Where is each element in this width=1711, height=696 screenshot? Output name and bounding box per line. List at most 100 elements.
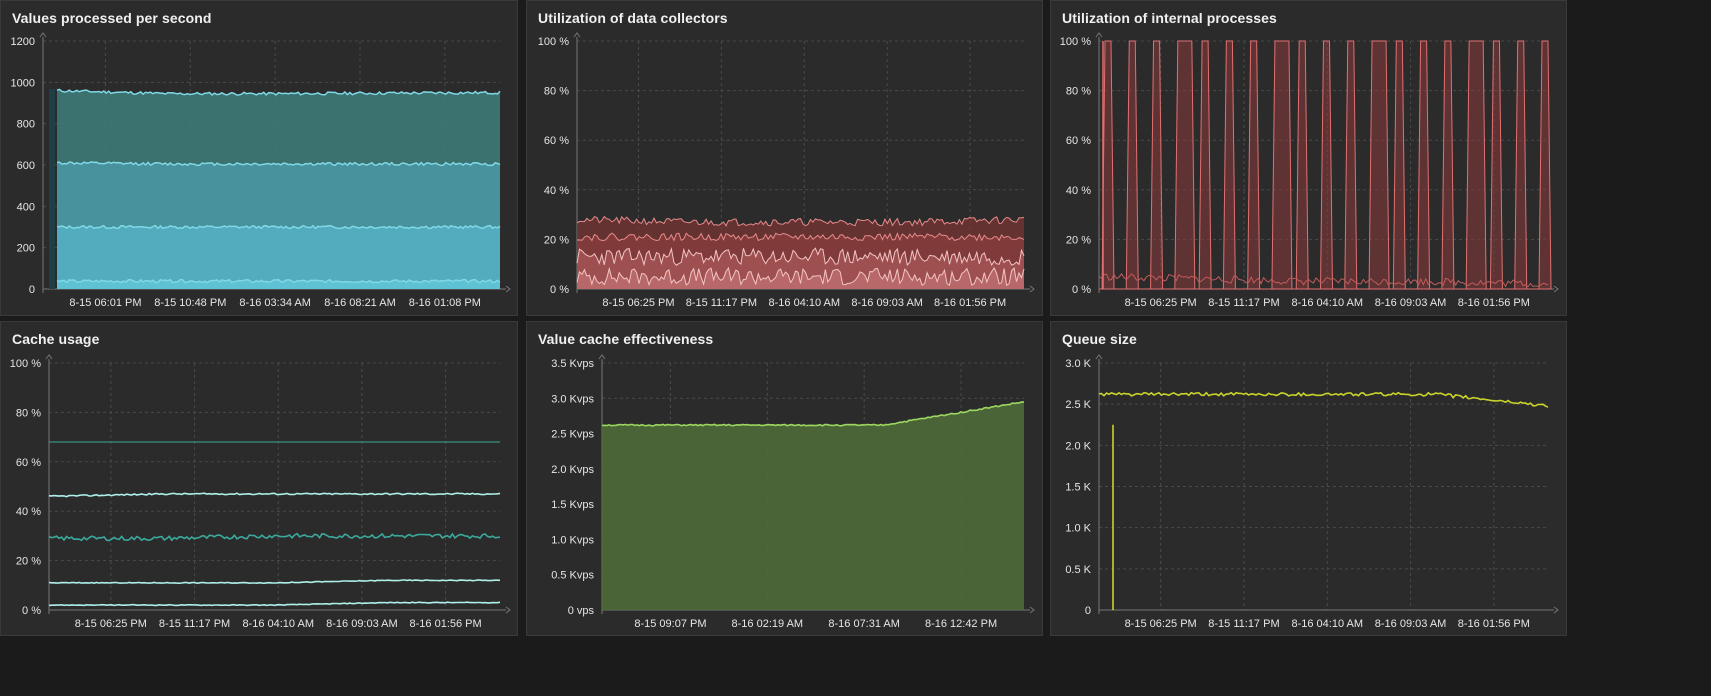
y-tick-label: 80 % xyxy=(544,86,569,98)
series-line xyxy=(576,232,1025,242)
x-axis-arrow xyxy=(1553,606,1559,614)
y-tick-label: 2.5 Kvps xyxy=(551,429,594,441)
x-tick-label: 8-16 09:03 AM xyxy=(326,618,398,630)
y-tick-label: 60 % xyxy=(544,135,569,147)
series-line xyxy=(1099,40,1552,290)
y-tick-label: 3.0 K xyxy=(1065,358,1091,370)
x-tick-label: 8-15 06:01 PM xyxy=(69,297,141,309)
series-line xyxy=(48,579,501,585)
y-tick-label: 100 % xyxy=(1060,36,1091,48)
y-axis-arrow xyxy=(1095,32,1103,38)
series-line xyxy=(1098,272,1549,288)
chart-values-processed[interactable]: 0 200 400 600 800 1000 1200 8-15 06:01 PM 8-15 1… xyxy=(1,1,518,316)
x-tick-label: 8-16 09:03 AM xyxy=(1375,297,1447,309)
x-axis-arrow xyxy=(1553,285,1559,293)
x-tick-label: 8-15 06:25 PM xyxy=(602,297,674,309)
panel-queue-size: Queue size 0 0.5 K 1.0 K 1.5 K 2.0 K 2.5 K 3.0… xyxy=(1050,321,1567,636)
y-tick-label: 800 xyxy=(17,119,35,131)
y-tick-label: 60 % xyxy=(1066,135,1091,147)
y-tick-label: 80 % xyxy=(16,407,41,419)
y-tick-label: 1000 xyxy=(11,77,35,89)
series-area xyxy=(577,248,1024,289)
chart-value-cache[interactable]: 0 vps 0.5 Kvps 1.0 Kvps 1.5 Kvps 2.0 Kvps 2.5… xyxy=(527,322,1043,636)
y-tick-label: 100 % xyxy=(538,36,569,48)
series-area xyxy=(602,401,1024,610)
panel-title: Queue size xyxy=(1062,331,1137,347)
series-line xyxy=(1098,391,1549,408)
chart-cache-usage[interactable]: 0 % 20 % 40 % 60 % 80 % 100 % 8-15 06:25 PM 8-1… xyxy=(1,322,518,636)
chart-queue-size[interactable]: 0 0.5 K 1.0 K 1.5 K 2.0 K 2.5 K 3.0 K 8-15 06:2… xyxy=(1051,322,1567,636)
x-tick-label: 8-16 04:10 AM xyxy=(1291,297,1363,309)
panel-cache-usage: Cache usage 0 % 20 % 40 % 60 % 80 % 100 % 8-15… xyxy=(0,321,518,636)
y-tick-label: 0 % xyxy=(550,284,569,296)
x-tick-label: 8-16 02:19 AM xyxy=(732,618,804,630)
x-tick-label: 8-16 04:10 AM xyxy=(1291,618,1363,630)
panel-value-cache: Value cache effectiveness 0 vps 0.5 Kvps 1… xyxy=(526,321,1043,636)
x-axis-arrow xyxy=(505,606,511,614)
y-tick-label: 40 % xyxy=(16,506,41,518)
y-tick-label: 0 % xyxy=(1072,284,1091,296)
series-area xyxy=(57,225,500,289)
panel-internal-processes: Utilization of internal processes 0 % 20 … xyxy=(1050,0,1567,316)
x-tick-label: 8-15 11:17 PM xyxy=(1208,297,1279,309)
x-tick-label: 8-15 11:17 PM xyxy=(686,297,757,309)
series-line xyxy=(576,266,1025,287)
x-tick-label: 8-15 11:17 PM xyxy=(159,618,230,630)
y-axis-arrow xyxy=(573,32,581,38)
x-tick-label: 8-16 09:03 AM xyxy=(851,297,923,309)
series-line xyxy=(601,401,1025,427)
panel-values-processed: Values processed per second 0 200 400 600 80… xyxy=(0,0,518,316)
y-axis-arrow xyxy=(1095,354,1103,360)
x-tick-label: 8-16 09:03 AM xyxy=(1375,618,1447,630)
x-axis-arrow xyxy=(1029,285,1035,293)
y-tick-label: 3.0 Kvps xyxy=(551,393,594,405)
series-line xyxy=(56,278,501,284)
x-tick-label: 8-16 01:56 PM xyxy=(934,297,1006,309)
x-axis-arrow xyxy=(505,285,511,293)
chart-data-collectors[interactable]: 0 % 20 % 40 % 60 % 80 % 100 % 8-15 06:25 PM 8-1… xyxy=(527,1,1043,316)
chart-internal-processes[interactable]: 0 % 20 % 40 % 60 % 80 % 100 % 8-15 06:25 PM 8-1… xyxy=(1051,1,1567,316)
y-tick-label: 0 vps xyxy=(568,605,595,617)
y-tick-label: 400 xyxy=(17,201,35,213)
y-tick-label: 1200 xyxy=(11,36,35,48)
series-area xyxy=(577,268,1024,289)
y-tick-label: 0 xyxy=(1085,605,1091,617)
y-tick-label: 0 % xyxy=(22,605,41,617)
x-tick-label: 8-16 07:31 AM xyxy=(828,618,900,630)
series-line xyxy=(48,532,501,542)
y-tick-label: 20 % xyxy=(544,234,569,246)
y-tick-label: 1.5 Kvps xyxy=(551,499,594,511)
x-tick-label: 8-15 10:48 PM xyxy=(154,297,226,309)
series-line xyxy=(48,601,501,607)
series-line xyxy=(48,492,501,498)
x-tick-label: 8-16 01:56 PM xyxy=(1458,618,1530,630)
y-tick-label: 40 % xyxy=(1066,185,1091,197)
x-tick-label: 8-16 04:10 AM xyxy=(769,297,841,309)
y-tick-label: 20 % xyxy=(16,556,41,568)
series-line xyxy=(56,224,501,230)
y-tick-label: 3.5 Kvps xyxy=(551,358,594,370)
x-axis-arrow xyxy=(1029,606,1035,614)
data-gap xyxy=(49,89,55,289)
y-axis-arrow xyxy=(45,354,53,360)
panel-title: Cache usage xyxy=(12,331,100,347)
panel-title: Value cache effectiveness xyxy=(538,331,714,347)
y-tick-label: 60 % xyxy=(16,457,41,469)
y-tick-label: 1.5 K xyxy=(1065,482,1091,494)
x-tick-label: 8-15 06:25 PM xyxy=(1125,297,1197,309)
series-line xyxy=(576,215,1025,227)
y-tick-label: 100 % xyxy=(10,358,41,370)
y-tick-label: 20 % xyxy=(1066,234,1091,246)
x-tick-label: 8-16 08:21 AM xyxy=(324,297,396,309)
series-area xyxy=(57,279,500,289)
y-tick-label: 200 xyxy=(17,243,35,255)
y-tick-label: 2.0 K xyxy=(1065,440,1091,452)
y-tick-label: 2.0 Kvps xyxy=(551,464,594,476)
y-axis-arrow xyxy=(598,354,606,360)
panel-data-collectors: Utilization of data collectors 0 % 20 % 40… xyxy=(526,0,1043,316)
y-tick-label: 0.5 Kvps xyxy=(551,570,594,582)
y-axis-arrow xyxy=(39,32,47,38)
y-tick-label: 0.5 K xyxy=(1065,564,1091,576)
x-tick-label: 8-15 06:25 PM xyxy=(1125,618,1197,630)
x-tick-label: 8-16 03:34 AM xyxy=(239,297,311,309)
